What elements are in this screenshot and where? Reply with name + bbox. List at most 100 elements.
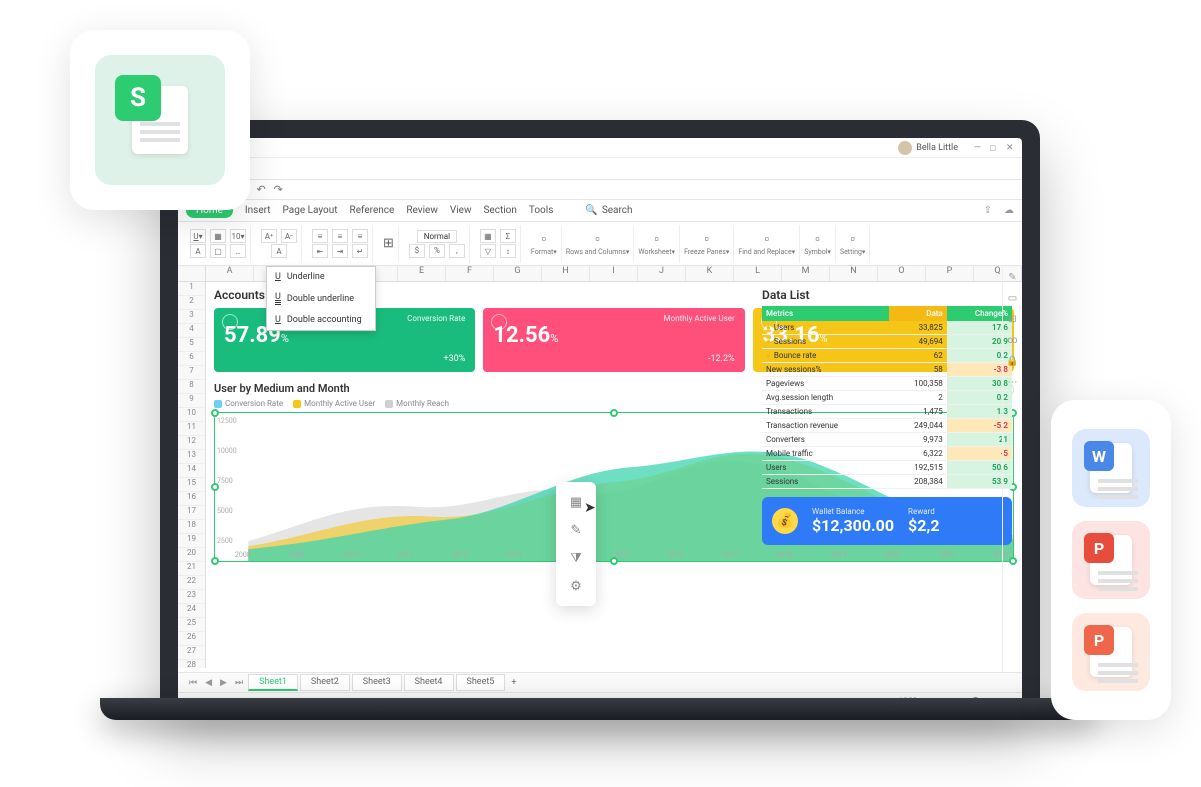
row-header[interactable]: 12 [178,436,205,450]
comma-icon[interactable]: , [449,244,465,258]
edit-icon[interactable]: ✎ [1008,272,1016,283]
ribbon-group[interactable]: ▫Find and Replace▾ [734,225,800,263]
row-header[interactable]: 7 [178,366,205,380]
tool-icon[interactable]: ⊟ [1008,314,1016,325]
ribbon-group[interactable]: ▫Freeze Panes▾ [680,225,734,263]
column-header[interactable]: E [398,266,446,281]
bold-button[interactable]: A [190,244,206,258]
percent-icon[interactable]: % [429,244,445,258]
row-header[interactable]: 26 [178,632,205,646]
last-sheet-icon[interactable]: ⏭ [232,678,246,688]
row-header[interactable]: 17 [178,506,205,520]
row-header[interactable]: 19 [178,534,205,548]
app-tile[interactable]: P [1072,521,1150,599]
align-right-icon[interactable]: ≡ [352,229,368,243]
column-header[interactable]: N [830,266,878,281]
indent-icon[interactable]: ⇤ [312,244,328,258]
column-header[interactable]: H [542,266,590,281]
ribbon-group[interactable]: ▫Worksheet▾ [634,225,680,263]
minimize-icon[interactable]: — [974,143,984,153]
row-header[interactable]: 13 [178,450,205,464]
more-icon[interactable]: ⋯ [1008,377,1018,388]
row-header[interactable]: 16 [178,492,205,506]
app-tile[interactable]: P [1072,613,1150,691]
menu-item[interactable]: View [450,205,472,216]
search-box[interactable]: 🔍 Search [585,205,632,216]
row-header[interactable]: 21 [178,562,205,576]
settings-icon[interactable]: ⚙ [556,572,596,600]
maximize-icon[interactable]: □ [990,143,1000,153]
menu-item[interactable]: Review [406,205,438,216]
row-header[interactable]: 25 [178,618,205,632]
ribbon-group[interactable]: ▫Symbol▾ [800,225,836,263]
row-header[interactable]: 27 [178,646,205,660]
align-left-icon[interactable]: ≡ [312,229,328,243]
row-header[interactable]: 6 [178,352,205,366]
user-chip[interactable]: Bella Little [898,141,958,155]
lock-icon[interactable]: 🔒 [1006,356,1018,367]
row-header[interactable]: 11 [178,422,205,436]
menu-item[interactable]: Page Layout [283,205,338,216]
sheet-tab[interactable]: Sheet5 [456,674,506,691]
outdent-icon[interactable]: ⇥ [332,244,348,258]
edit-icon[interactable]: ✎ [556,516,596,544]
align-center-icon[interactable]: ≡ [332,229,348,243]
menu-item[interactable]: Insert [245,205,271,216]
row-header[interactable]: 24 [178,604,205,618]
row-header[interactable]: 14 [178,464,205,478]
undo-icon[interactable]: ↶ [256,183,265,196]
sheet-tab[interactable]: Sheet3 [352,674,402,691]
sheet-tab[interactable]: Sheet2 [300,674,350,691]
row-header[interactable]: 9 [178,394,205,408]
menu-item[interactable]: Section [483,205,516,216]
fontsize-button[interactable]: 10▾ [230,229,246,243]
column-header[interactable]: K [686,266,734,281]
sheet-tab[interactable]: Sheet4 [404,674,454,691]
row-header[interactable]: 5 [178,338,205,352]
column-header[interactable]: P [926,266,974,281]
link-icon[interactable]: ∞ [1007,335,1017,346]
column-header[interactable]: J [638,266,686,281]
row-header[interactable]: 10 [178,408,205,422]
menu-item[interactable]: Tools [529,205,553,216]
select-icon[interactable]: ▭ [1008,293,1017,304]
row-header[interactable]: 3 [178,310,205,324]
row-header[interactable]: 18 [178,520,205,534]
merge-icon[interactable]: ⊞ [383,236,394,251]
menu-item[interactable]: Reference [350,205,395,216]
row-header[interactable]: 8 [178,380,205,394]
sum-icon[interactable]: Σ [500,229,516,243]
select-all-corner[interactable] [178,266,206,281]
column-header[interactable]: M [782,266,830,281]
row-header[interactable]: 4 [178,324,205,338]
add-sheet-icon[interactable]: + [507,678,520,688]
sort-icon[interactable]: ↕ [500,244,516,258]
close-icon[interactable]: ✕ [1006,143,1016,153]
column-header[interactable]: O [878,266,926,281]
sheet-tab[interactable]: Sheet1 [248,674,298,691]
prev-sheet-icon[interactable]: ◀ [202,678,215,688]
column-header[interactable]: G [494,266,542,281]
column-header[interactable]: F [446,266,494,281]
app-tile[interactable]: W [1072,429,1150,507]
row-header[interactable]: 15 [178,478,205,492]
fill-button[interactable]: ▢ [210,244,226,258]
redo-icon[interactable]: ↷ [274,183,283,196]
border-button[interactable]: ▦ [210,229,226,243]
font-color-icon[interactable]: A [271,244,287,258]
dropdown-item[interactable]: UDouble underline [267,287,375,310]
currency-icon[interactable]: $ [409,244,425,258]
row-header[interactable]: 23 [178,590,205,604]
font-shrink-icon[interactable]: A⁻ [281,229,297,243]
cloud-icon[interactable]: ☁ [1004,205,1014,216]
share-icon[interactable]: ⇪ [984,205,992,216]
ribbon-group[interactable]: ▫Setting▾ [836,225,870,263]
dropdown-item[interactable]: UDouble accounting [267,310,375,330]
row-header[interactable]: 20 [178,548,205,562]
first-sheet-icon[interactable]: ⏮ [186,678,200,688]
wrap-icon[interactable]: ↵ [352,244,368,258]
row-header[interactable]: 2 [178,296,205,310]
filter-icon[interactable]: ⧩ [556,544,596,572]
column-header[interactable]: L [734,266,782,281]
row-header[interactable]: 1 [178,282,205,296]
